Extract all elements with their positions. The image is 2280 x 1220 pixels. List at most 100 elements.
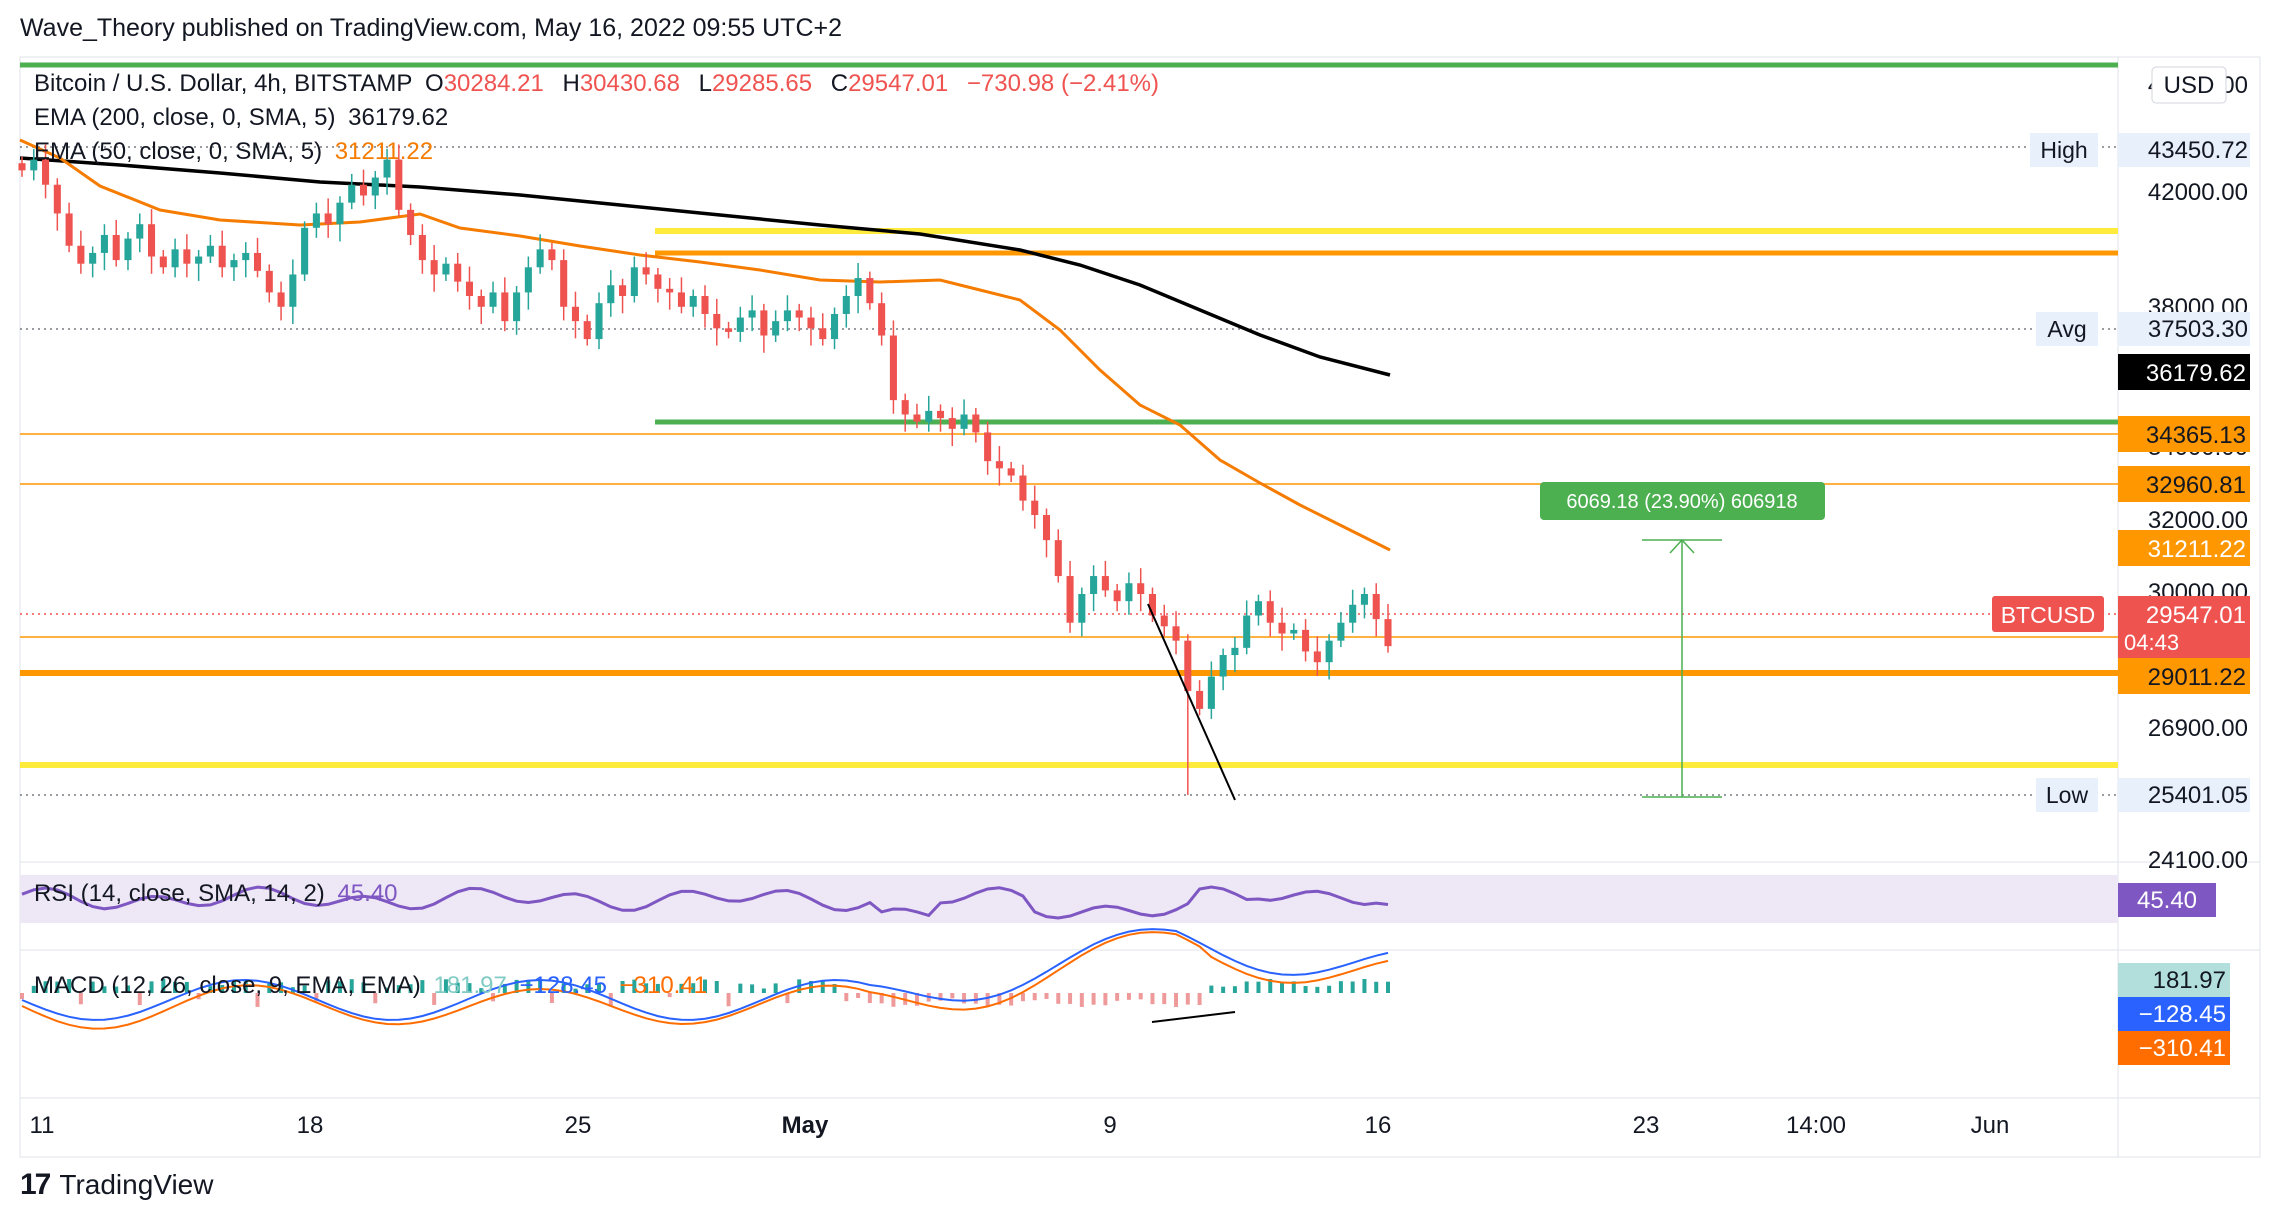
candle-body[interactable] <box>571 306 579 322</box>
candle-body[interactable] <box>936 410 945 419</box>
candle-body[interactable] <box>783 310 791 322</box>
candle-body[interactable] <box>407 209 415 235</box>
candle-body[interactable] <box>560 260 568 307</box>
candle-body[interactable] <box>253 252 262 271</box>
candle-body[interactable] <box>336 202 344 225</box>
macd-histogram[interactable] <box>20 979 1390 1007</box>
candle-body[interactable] <box>1372 593 1380 620</box>
candle-body[interactable] <box>1101 576 1109 591</box>
candle-body[interactable] <box>18 163 26 171</box>
macd-legend[interactable]: MACD (12, 26, close, 9, EMA, EMA) 181.97… <box>34 972 713 1000</box>
candle-body[interactable] <box>772 321 780 336</box>
candle-body[interactable] <box>1325 640 1333 663</box>
candle-body[interactable] <box>1019 475 1027 501</box>
candle-body[interactable] <box>301 227 309 275</box>
candle-body[interactable] <box>289 274 297 307</box>
candle-body[interactable] <box>972 414 980 433</box>
candle-body[interactable] <box>501 292 509 322</box>
candle-body[interactable] <box>1172 626 1180 641</box>
candle-body[interactable] <box>430 260 438 275</box>
candle-body[interactable] <box>1066 576 1074 623</box>
candle-body[interactable] <box>1384 619 1392 647</box>
candle-body[interactable] <box>1184 640 1192 691</box>
candle-body[interactable] <box>619 285 627 297</box>
candlestick-series[interactable] <box>18 144 1392 795</box>
candle-body[interactable] <box>1113 590 1121 602</box>
candle-body[interactable] <box>960 414 968 429</box>
candle-body[interactable] <box>230 260 238 268</box>
candle-body[interactable] <box>30 159 38 171</box>
candle-body[interactable] <box>925 410 933 422</box>
candle-body[interactable] <box>642 267 650 275</box>
candle-body[interactable] <box>984 432 992 462</box>
candle-body[interactable] <box>1290 629 1298 634</box>
candle-body[interactable] <box>1278 622 1286 634</box>
candle-body[interactable] <box>795 310 803 318</box>
ema200-legend[interactable]: EMA (200, close, 0, SMA, 5) 36179.62 <box>34 104 454 132</box>
candle-body[interactable] <box>477 296 485 307</box>
candle-body[interactable] <box>218 245 226 268</box>
candle-body[interactable] <box>878 303 886 336</box>
candle-body[interactable] <box>1148 593 1157 616</box>
candle-body[interactable] <box>348 184 356 203</box>
symbol-name[interactable]: Bitcoin / U.S. Dollar, 4h, BITSTAMP <box>34 70 413 97</box>
drawn-trend-line[interactable] <box>1147 603 1236 801</box>
candle-body[interactable] <box>1042 515 1051 541</box>
candle-body[interactable] <box>171 249 179 268</box>
candle-body[interactable] <box>854 278 862 297</box>
candle-body[interactable] <box>654 274 662 289</box>
candle-body[interactable] <box>630 267 638 297</box>
candle-body[interactable] <box>548 249 556 261</box>
candle-body[interactable] <box>524 267 532 293</box>
candle-body[interactable] <box>842 296 850 314</box>
candle-body[interactable] <box>65 213 73 246</box>
candle-body[interactable] <box>889 335 897 401</box>
candle-body[interactable] <box>1160 615 1168 627</box>
candle-body[interactable] <box>195 256 203 264</box>
candle-body[interactable] <box>1125 583 1133 602</box>
candle-body[interactable] <box>159 256 167 268</box>
candle-body[interactable] <box>465 281 474 297</box>
candle-body[interactable] <box>124 238 132 261</box>
candle-body[interactable] <box>995 461 1003 469</box>
candle-body[interactable] <box>136 224 144 239</box>
candle-body[interactable] <box>1207 676 1215 709</box>
candle-body[interactable] <box>1031 500 1039 516</box>
candle-body[interactable] <box>265 270 273 293</box>
candle-body[interactable] <box>1231 647 1239 656</box>
candle-body[interactable] <box>371 177 379 196</box>
candle-body[interactable] <box>1337 622 1345 641</box>
candle-body[interactable] <box>831 313 839 340</box>
candle-body[interactable] <box>1360 593 1368 605</box>
candle-body[interactable] <box>948 418 956 429</box>
candle-body[interactable] <box>689 296 697 307</box>
measure-label-box[interactable] <box>1540 482 1825 520</box>
candle-body[interactable] <box>1254 601 1262 616</box>
candle-body[interactable] <box>42 159 50 185</box>
candle-body[interactable] <box>1266 601 1274 623</box>
candle-body[interactable] <box>677 292 685 307</box>
candle-body[interactable] <box>53 184 61 214</box>
candle-body[interactable] <box>1313 651 1321 663</box>
macd-divergence-line[interactable] <box>1151 1011 1236 1023</box>
candle-body[interactable] <box>760 310 768 336</box>
candle-body[interactable] <box>359 184 368 196</box>
candle-body[interactable] <box>701 296 709 314</box>
candle-body[interactable] <box>454 263 462 282</box>
candle-body[interactable] <box>1137 583 1145 594</box>
candle-body[interactable] <box>666 288 674 293</box>
candle-body[interactable] <box>866 278 874 304</box>
candle-body[interactable] <box>183 249 191 264</box>
candle-body[interactable] <box>1007 468 1015 476</box>
candle-body[interactable] <box>1243 615 1251 648</box>
macd-line[interactable] <box>21 928 1389 1021</box>
candle-body[interactable] <box>395 159 403 210</box>
candle-body[interactable] <box>383 159 391 178</box>
candle-body[interactable] <box>418 234 426 261</box>
candle-body[interactable] <box>206 245 214 257</box>
candle-body[interactable] <box>442 263 450 275</box>
rsi-line[interactable] <box>21 885 1389 920</box>
currency-button[interactable] <box>2151 66 2227 104</box>
candle-body[interactable] <box>1196 690 1204 709</box>
macd-signal-line[interactable] <box>21 931 1389 1030</box>
